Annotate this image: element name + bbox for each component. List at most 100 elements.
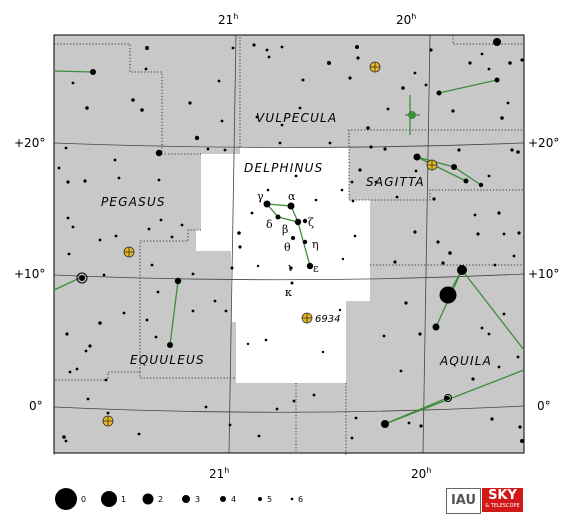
star	[191, 272, 195, 276]
star	[250, 211, 254, 215]
greek-iota: ι	[288, 261, 292, 274]
star	[480, 326, 484, 330]
star	[263, 200, 271, 208]
sky-logo-subtext: & TELESCOPE	[485, 503, 520, 509]
label-vulpecula: VULPECULA	[256, 111, 337, 125]
star	[457, 148, 461, 152]
star	[314, 198, 318, 202]
star	[429, 48, 433, 52]
star	[441, 261, 445, 265]
label-ngc6934: 6934	[315, 314, 340, 325]
special-stars	[76, 272, 452, 402]
chart-frame	[53, 34, 525, 454]
star	[154, 335, 158, 339]
star	[439, 286, 457, 304]
star	[302, 218, 308, 224]
star	[356, 56, 360, 60]
star	[510, 148, 514, 152]
star	[490, 417, 494, 421]
star	[231, 46, 235, 50]
star	[230, 266, 234, 270]
star	[167, 342, 173, 348]
star	[493, 263, 497, 267]
star	[354, 416, 358, 420]
cluster-pegasus	[123, 246, 135, 258]
star	[298, 106, 302, 110]
star	[480, 52, 484, 56]
star	[194, 135, 200, 141]
star	[104, 378, 108, 382]
magnitude-legend: 0 1 2 3 4 5 6	[55, 488, 303, 510]
star	[457, 265, 467, 275]
star	[266, 188, 270, 192]
ra-top-21: 21h	[218, 12, 238, 27]
star	[351, 199, 355, 203]
star	[220, 119, 224, 123]
greek-epsilon: ε	[313, 262, 319, 275]
star	[64, 146, 68, 150]
sky-telescope-logo: SKY & TELESCOPE	[482, 488, 523, 512]
star	[252, 43, 256, 47]
star	[83, 179, 87, 183]
star	[386, 107, 390, 111]
star	[289, 266, 293, 270]
star	[366, 126, 370, 130]
star	[312, 393, 316, 397]
star	[512, 254, 516, 258]
mag-4-label: 4	[231, 495, 236, 504]
star	[369, 145, 373, 149]
star	[114, 234, 118, 238]
star	[516, 355, 520, 359]
mag-6-label: 6	[298, 495, 303, 504]
star	[340, 188, 344, 192]
star	[341, 257, 345, 261]
mag-2-label: 2	[158, 495, 163, 504]
greek-eta: η	[312, 238, 319, 251]
star	[144, 67, 148, 71]
dec-zero-left: 0°	[29, 399, 43, 413]
star	[156, 290, 160, 294]
star	[217, 79, 221, 83]
star	[306, 262, 314, 270]
star	[502, 232, 506, 236]
star	[436, 90, 442, 96]
label-pegasus: PEGASUS	[101, 195, 166, 209]
star	[65, 332, 69, 336]
star	[88, 344, 92, 348]
star	[102, 273, 106, 277]
star	[393, 260, 397, 264]
star	[180, 223, 184, 227]
star	[302, 239, 308, 245]
star	[90, 69, 96, 75]
star	[280, 45, 284, 49]
greek-delta: δ	[266, 218, 273, 231]
star	[497, 211, 501, 215]
vulpecula-marker	[405, 111, 420, 119]
star	[432, 197, 436, 201]
star	[264, 338, 268, 342]
greek-gamma: γ	[257, 190, 264, 203]
star	[237, 231, 241, 235]
star	[255, 115, 259, 119]
star	[157, 178, 161, 182]
star	[188, 101, 192, 105]
greek-theta: θ	[284, 241, 291, 254]
star	[494, 77, 500, 83]
star	[478, 182, 484, 188]
ra-top-20: 20h	[396, 12, 416, 27]
star	[113, 158, 117, 162]
star	[224, 309, 228, 313]
cluster-vulpecula	[369, 61, 381, 73]
star	[383, 147, 387, 151]
label-sagitta: SAGITTA	[366, 175, 425, 189]
star	[487, 174, 491, 178]
star	[66, 180, 70, 184]
star	[294, 218, 302, 226]
star	[381, 420, 389, 428]
mag-4-dot	[220, 496, 226, 502]
star	[131, 98, 135, 102]
star	[327, 61, 331, 65]
star	[223, 148, 227, 152]
star	[328, 141, 332, 145]
dec-p20-left: +20°	[14, 136, 45, 150]
